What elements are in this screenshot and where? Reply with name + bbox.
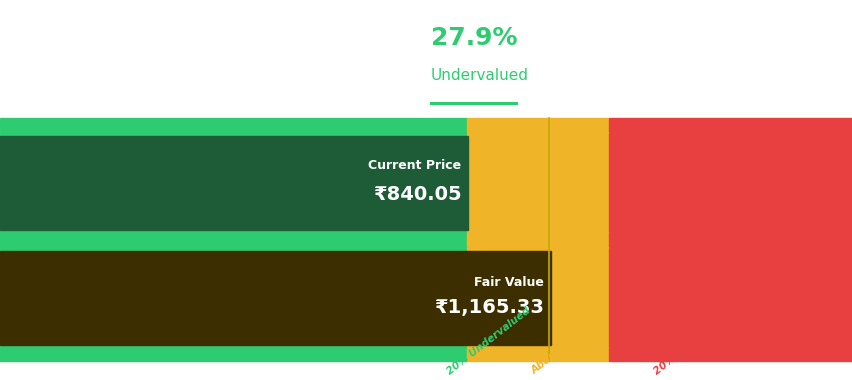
Bar [608,233,852,247]
Bar [0,136,468,230]
Bar [466,248,608,348]
Bar [466,118,608,132]
Text: Undervalued: Undervalued [430,68,528,84]
Bar [608,133,852,233]
Bar [0,133,466,233]
Bar [466,233,608,247]
Bar [0,248,466,348]
Bar [0,233,466,247]
Bar [0,251,550,345]
Text: Current Price: Current Price [368,159,461,172]
Bar [466,348,608,361]
Bar [608,118,852,132]
Text: About Right: About Right [528,326,590,377]
Text: Fair Value: Fair Value [474,276,544,289]
Bar [0,118,466,132]
Text: 27.9%: 27.9% [430,26,516,50]
Bar [608,348,852,361]
Text: ₹1,165.33: ₹1,165.33 [434,298,544,317]
Text: ₹840.05: ₹840.05 [372,185,461,204]
Bar [608,248,852,348]
Bar [0,348,466,361]
Bar [466,133,608,233]
Text: 20% Undervalued: 20% Undervalued [445,306,532,377]
Text: 20% Overvalued: 20% Overvalued [651,310,732,377]
